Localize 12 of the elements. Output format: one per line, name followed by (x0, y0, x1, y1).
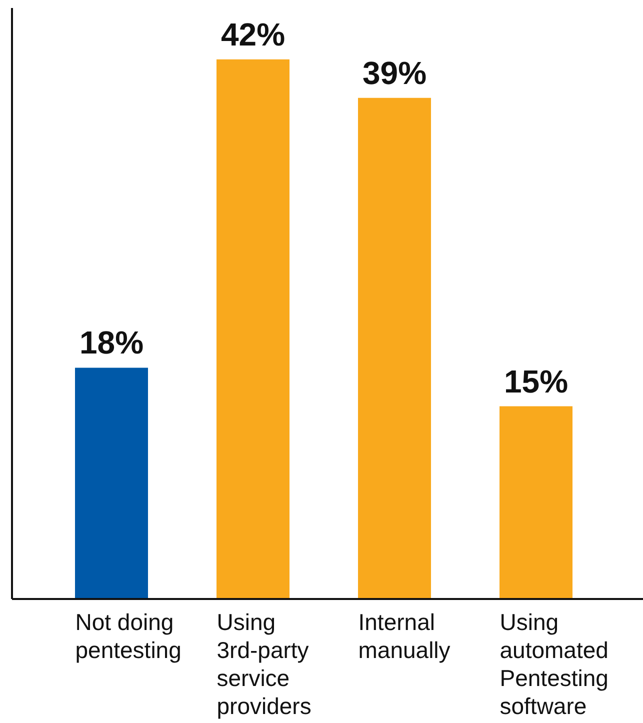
x-tick-label: Using automated Pentesting software (500, 609, 608, 719)
x-tick-label: Internal manually (358, 609, 451, 663)
data-label: 15% (504, 363, 568, 400)
data-label: 39% (362, 54, 427, 91)
bar (358, 98, 431, 599)
data-label: 18% (79, 324, 144, 361)
bar (500, 406, 572, 599)
data-label: 42% (220, 16, 286, 52)
bar (216, 59, 290, 599)
x-tick-label: Using 3rd-party service providers (216, 609, 312, 719)
bar (75, 368, 148, 599)
x-tick-label: Not doing pentesting (75, 609, 182, 663)
